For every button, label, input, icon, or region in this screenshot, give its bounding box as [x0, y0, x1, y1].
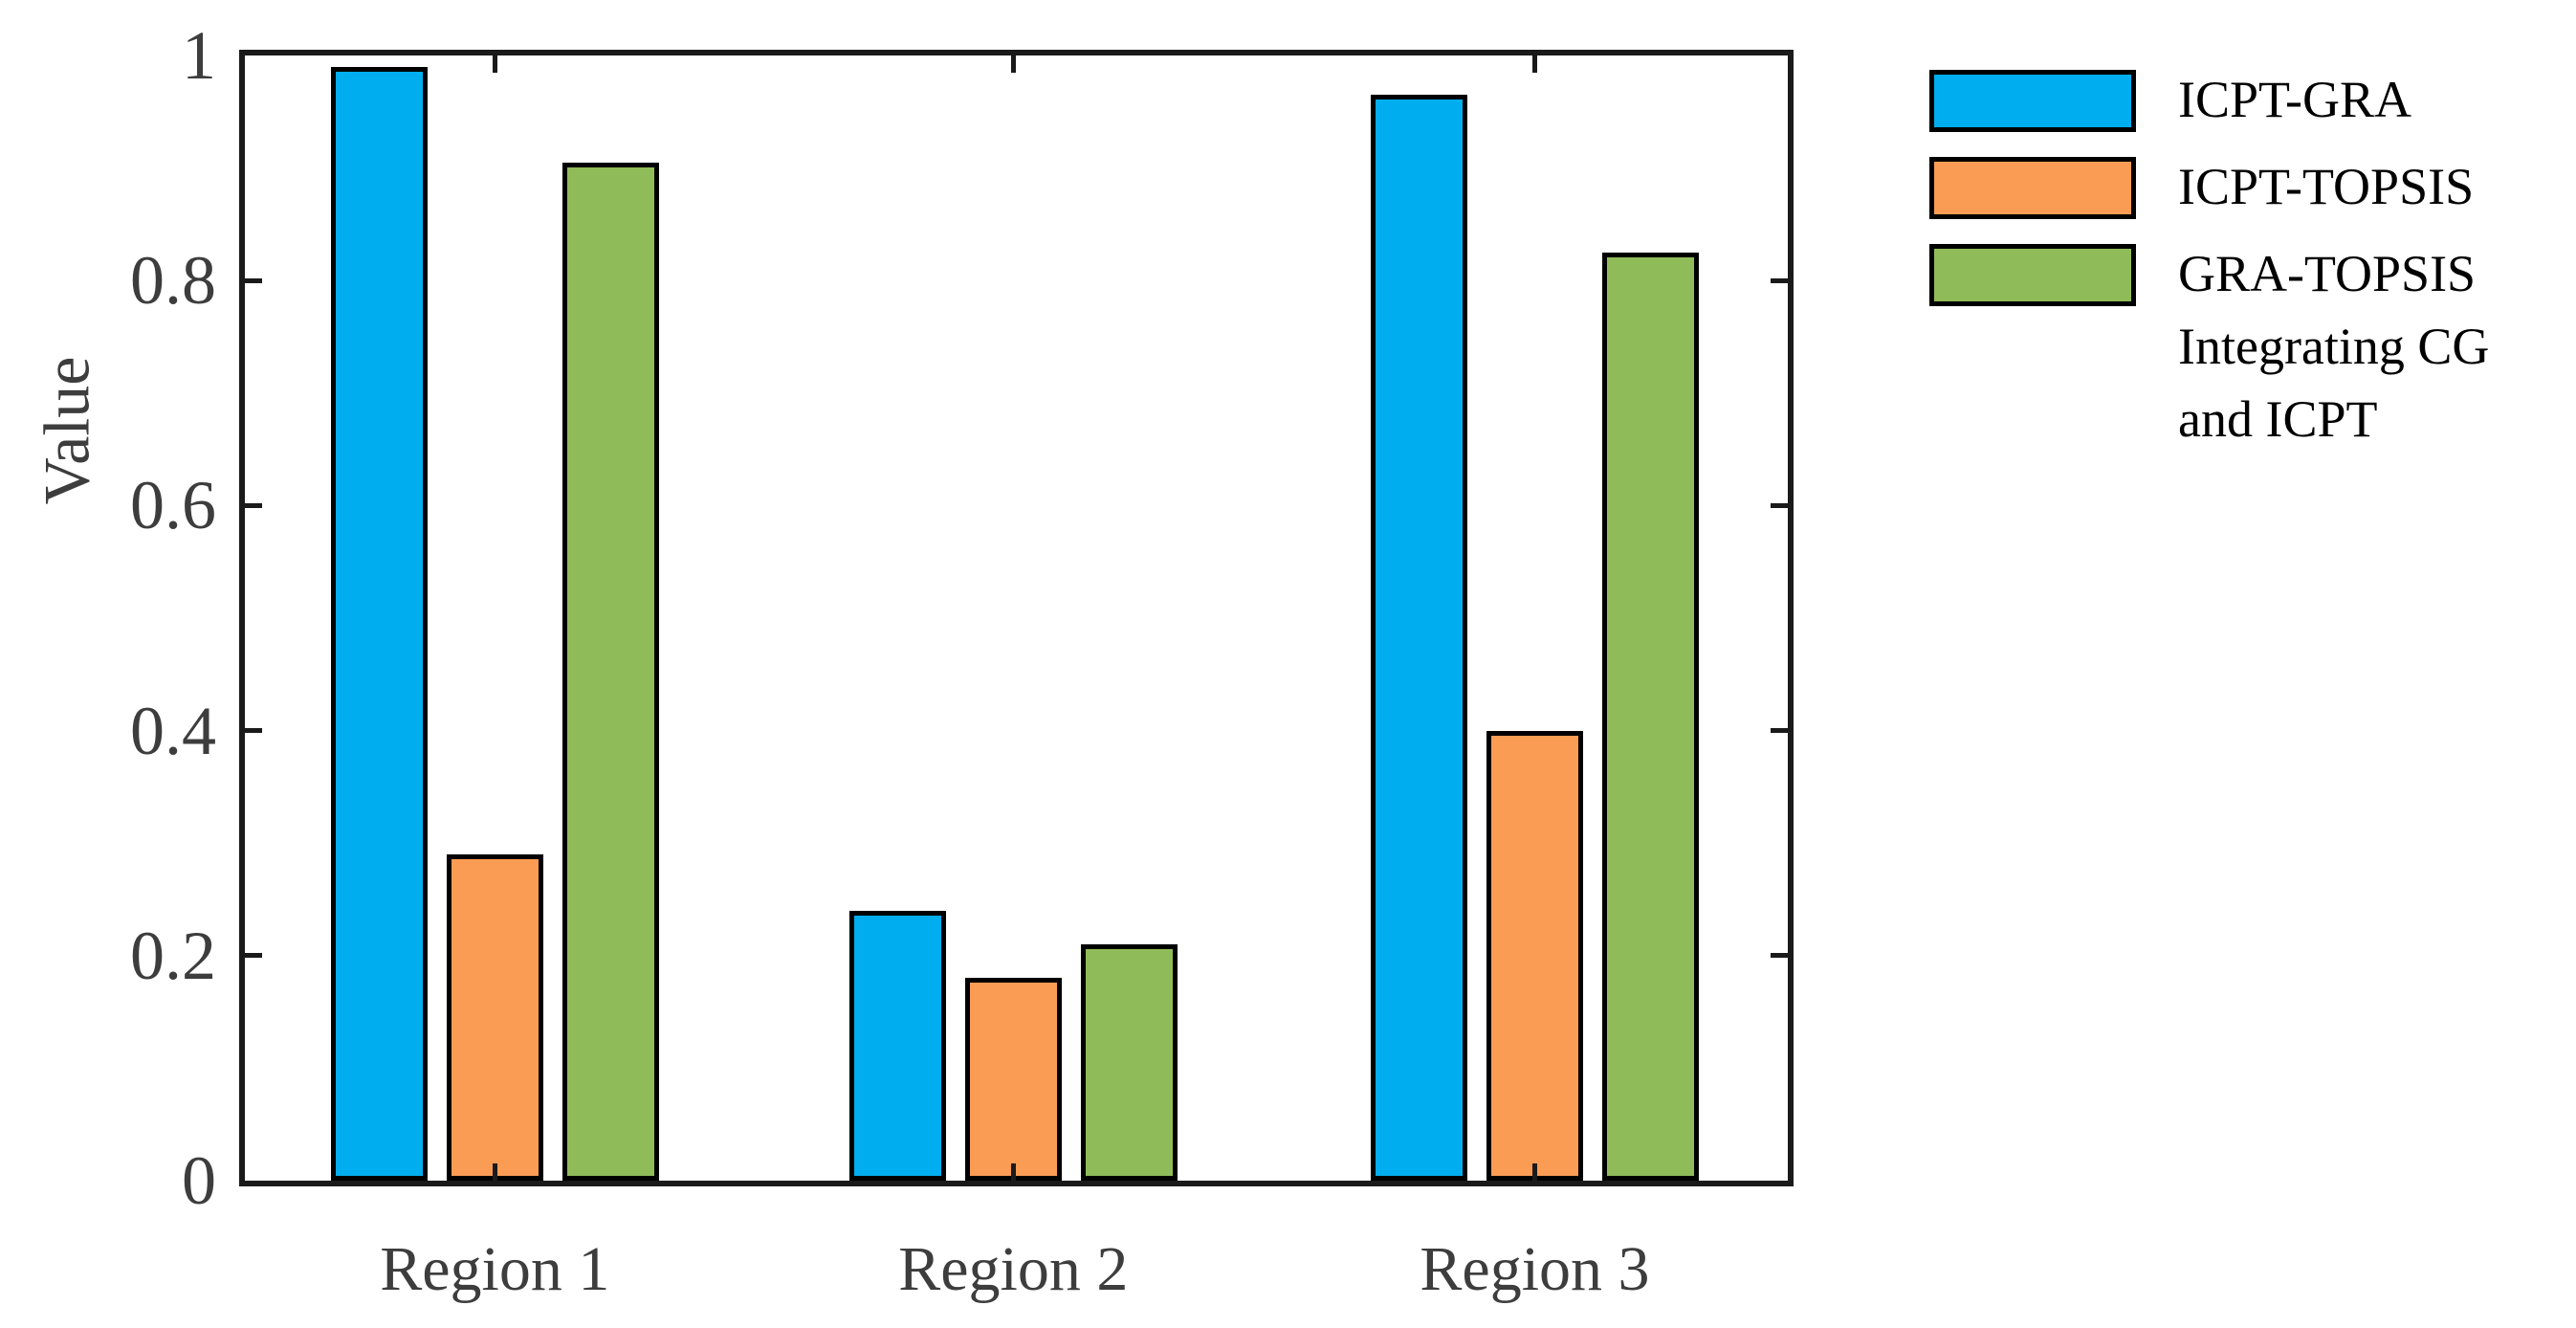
y-tick-label-0.2: 0.2: [130, 917, 216, 994]
legend-swatch-icpt-topsis: [1929, 157, 2136, 219]
x-tick-label-region-2: Region 2: [898, 1234, 1129, 1304]
x-tick-label-region-1: Region 1: [380, 1234, 610, 1304]
bar-region-2-icpt-gra: [848, 910, 946, 1181]
bar-region-2-gra-topsis: [1080, 944, 1178, 1181]
bar-region-2-icpt-topsis: [964, 978, 1062, 1181]
x-tick-mark-bottom-region-2: [1010, 1163, 1016, 1181]
legend-item-gra-topsis: GRA-TOPSIS Integrating CG and ICPT: [1929, 244, 2489, 455]
y-tick-label-0.4: 0.4: [130, 692, 216, 769]
x-tick-label-region-3: Region 3: [1420, 1234, 1650, 1304]
legend-label-line: ICPT-TOPSIS: [2178, 158, 2475, 215]
bar-region-1-gra-topsis: [561, 162, 659, 1181]
bar-region-3-icpt-gra: [1370, 95, 1467, 1181]
y-tick-mark-left-0.2: [245, 953, 262, 959]
y-tick-mark-left-0.8: [245, 277, 262, 283]
y-tick-label-0.8: 0.8: [130, 242, 216, 320]
x-tick-mark-bottom-region-3: [1531, 1163, 1537, 1181]
x-tick-mark-top-region-2: [1010, 55, 1016, 73]
y-tick-mark-left-0.6: [245, 502, 262, 508]
y-tick-mark-right-0.6: [1771, 502, 1788, 508]
y-tick-label-0: 0: [182, 1142, 216, 1219]
bar-region-3-gra-topsis: [1601, 252, 1699, 1181]
legend-label-line: ICPT-GRA: [2178, 71, 2412, 128]
x-tick-mark-top-region-1: [492, 55, 497, 73]
y-tick-mark-left-0.4: [245, 728, 262, 734]
y-tick-mark-right-0.4: [1771, 728, 1788, 734]
legend-label: ICPT-TOPSIS: [2178, 150, 2474, 223]
legend-label-line: and ICPT: [2178, 390, 2378, 448]
x-tick-mark-bottom-region-1: [492, 1163, 497, 1181]
plot-inner: [245, 55, 1788, 1181]
legend-item-icpt-gra: ICPT-GRA: [1929, 70, 2489, 136]
legend-swatch-icpt-gra: [1929, 70, 2136, 132]
bar-region-1-icpt-topsis: [446, 853, 543, 1181]
legend: ICPT-GRA ICPT-TOPSIS GRA-TOPSIS Integrating…: [1929, 70, 2489, 476]
y-tick-mark-right-0.8: [1771, 277, 1788, 283]
legend-item-icpt-topsis: ICPT-TOPSIS: [1929, 157, 2489, 223]
x-tick-mark-top-region-3: [1531, 55, 1537, 73]
legend-label: GRA-TOPSIS Integrating CG and ICPT: [2178, 237, 2489, 455]
legend-label: ICPT-GRA: [2178, 63, 2411, 136]
bar-region-3-icpt-topsis: [1486, 730, 1583, 1181]
legend-label-line: Integrating CG: [2178, 318, 2490, 375]
plot-area: [239, 50, 1794, 1186]
legend-swatch-gra-topsis: [1929, 244, 2136, 306]
y-tick-label-1: 1: [182, 17, 216, 94]
y-tick-label-0.6: 0.6: [130, 467, 216, 544]
bar-region-1-icpt-gra: [330, 66, 428, 1181]
y-tick-mark-right-0.2: [1771, 953, 1788, 959]
legend-label-line: GRA-TOPSIS: [2178, 245, 2477, 302]
